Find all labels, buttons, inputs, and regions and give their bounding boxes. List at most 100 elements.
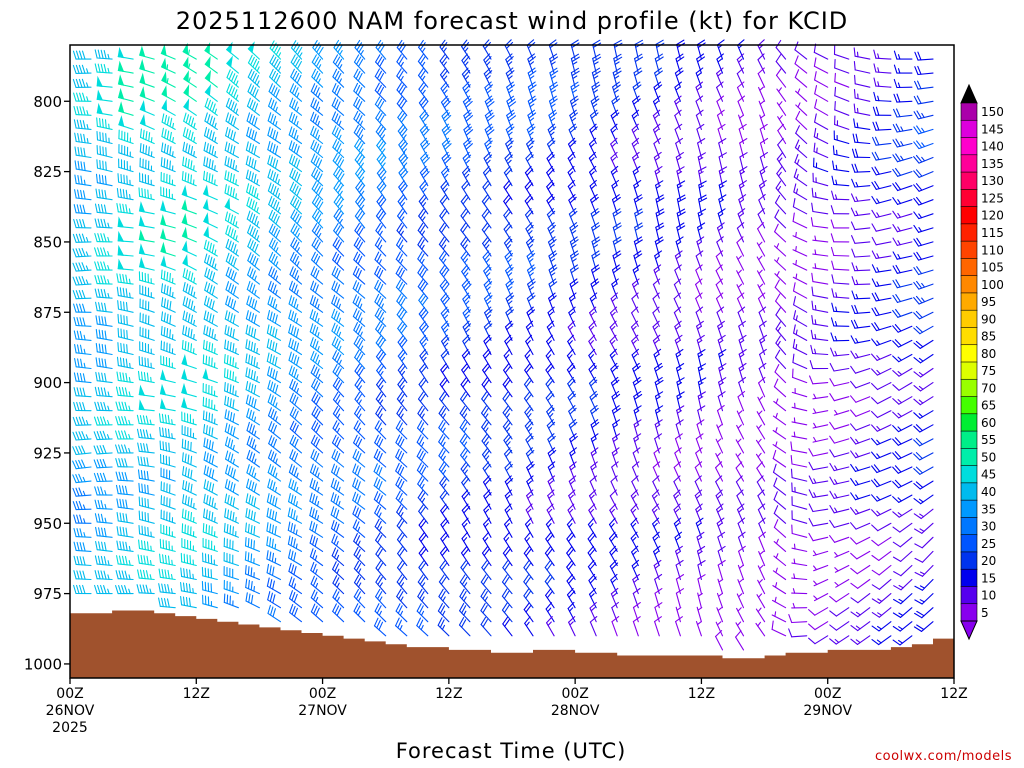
wind-barb	[203, 451, 218, 468]
barb-feather	[396, 39, 403, 49]
barb-staff	[181, 561, 197, 567]
barb-feather	[504, 503, 512, 511]
barb-feather	[268, 209, 273, 219]
barb-feather	[375, 465, 381, 474]
wind-barb	[311, 378, 324, 398]
barb-feather	[140, 442, 143, 453]
barb-half-feather	[83, 348, 86, 355]
barb-feather	[483, 264, 491, 272]
barb-feather	[375, 560, 382, 569]
barb-feather	[440, 292, 447, 301]
barb-half-feather	[317, 317, 320, 324]
wind-barb	[310, 364, 324, 384]
barb-feather	[461, 605, 467, 614]
barb-staff	[224, 149, 239, 159]
barb-half-feather	[422, 356, 427, 362]
barb-feather	[138, 496, 141, 507]
barb-feather	[272, 199, 278, 209]
barb-feather	[251, 256, 257, 265]
barb-feather	[461, 264, 468, 273]
wind-barb	[502, 560, 513, 581]
wind-barb	[115, 386, 134, 398]
wind-barb	[439, 560, 450, 581]
barb-staff	[417, 398, 429, 412]
wind-barb	[246, 183, 260, 201]
wind-barb	[73, 584, 92, 595]
barb-half-feather	[254, 289, 257, 296]
barb-feather	[331, 308, 336, 318]
barb-pennant	[138, 201, 146, 213]
barb-half-feather	[421, 61, 426, 67]
barb-feather	[486, 129, 495, 136]
barb-feather	[397, 321, 404, 329]
wind-barb	[547, 236, 557, 257]
barb-feather	[317, 201, 324, 210]
barb-staff	[354, 159, 366, 173]
barb-feather	[211, 343, 214, 353]
wind-barb	[161, 113, 176, 130]
barb-feather	[525, 604, 532, 613]
barb-feather	[225, 225, 229, 235]
barb-feather	[118, 555, 122, 565]
wind-barb	[160, 255, 176, 271]
barb-feather	[272, 608, 276, 618]
barb-feather	[227, 185, 230, 195]
barb-feather	[145, 145, 148, 155]
barb-feather	[246, 183, 250, 193]
barb-staff	[481, 552, 492, 567]
barb-half-feather	[486, 89, 492, 94]
barb-feather	[291, 169, 296, 179]
barb-feather	[441, 492, 448, 500]
wind-barb	[309, 478, 324, 496]
barb-feather	[76, 528, 80, 538]
barb-feather	[418, 436, 424, 445]
barb-staff	[267, 486, 282, 496]
wind-barb	[202, 368, 218, 384]
barb-feather	[119, 273, 122, 284]
barb-feather	[270, 211, 276, 221]
barb-staff	[396, 314, 408, 327]
barb-feather	[398, 210, 405, 219]
barb-feather	[227, 452, 231, 462]
barb-feather	[227, 297, 231, 307]
barb-staff	[546, 340, 555, 356]
barb-half-feather	[129, 362, 131, 369]
wind-barb	[204, 42, 218, 60]
barb-feather	[315, 410, 321, 419]
barb-feather	[483, 562, 490, 571]
wind-barb	[160, 228, 176, 243]
barb-feather	[332, 68, 338, 78]
barb-feather	[358, 368, 364, 377]
barb-feather	[100, 401, 104, 412]
barb-feather	[289, 266, 294, 276]
barb-feather	[203, 508, 206, 518]
barb-feather	[440, 531, 447, 540]
barb-feather	[141, 188, 144, 198]
wind-barb	[501, 574, 513, 595]
barb-feather	[375, 321, 381, 330]
barb-feather	[336, 452, 341, 462]
barb-feather	[227, 494, 230, 505]
barb-feather	[524, 405, 531, 413]
barb-feather	[288, 323, 292, 334]
barb-feather	[76, 219, 80, 229]
barb-feather	[335, 467, 340, 477]
barb-feather	[147, 484, 149, 495]
barb-feather	[354, 282, 360, 292]
barb-staff	[266, 515, 282, 524]
wind-barb	[94, 499, 113, 510]
barb-feather	[313, 56, 320, 65]
barb-feather	[317, 187, 323, 196]
barb-feather	[353, 82, 359, 92]
wind-barb	[330, 478, 345, 496]
wind-barb	[438, 448, 450, 468]
barb-pennant	[181, 226, 188, 239]
barb-feather	[245, 324, 249, 335]
barb-staff	[502, 567, 513, 581]
barb-staff	[396, 581, 408, 595]
wind-barb	[290, 195, 303, 215]
barb-feather	[311, 237, 317, 246]
barb-feather	[73, 387, 77, 397]
wind-barb	[376, 194, 387, 215]
barb-feather	[229, 425, 233, 436]
